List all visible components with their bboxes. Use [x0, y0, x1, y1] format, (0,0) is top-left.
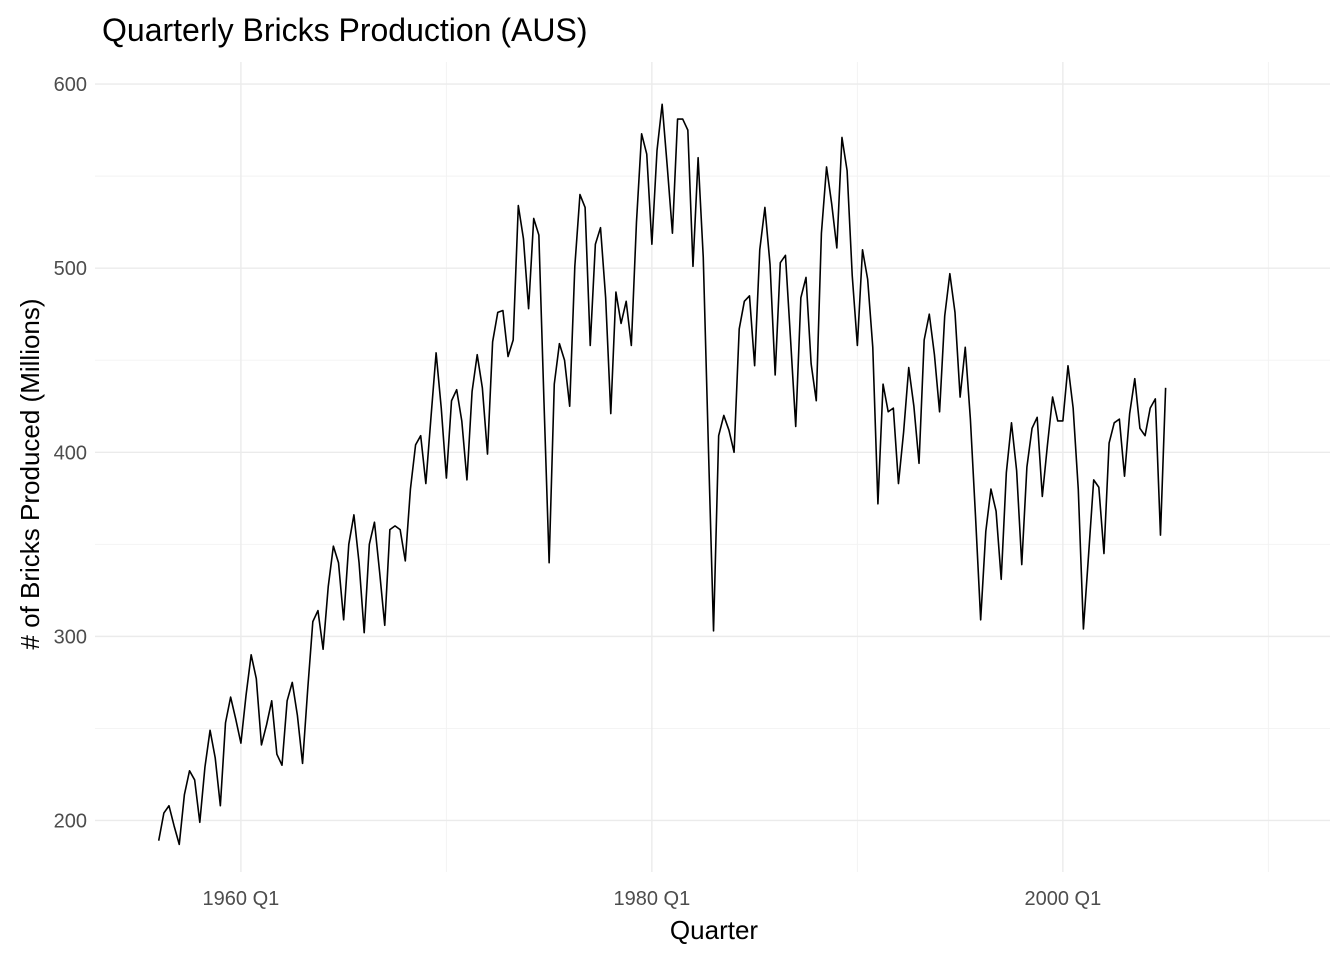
- chart-title: Quarterly Bricks Production (AUS): [102, 12, 587, 48]
- x-tick-label: 1960 Q1: [203, 888, 280, 910]
- y-tick-label: 200: [54, 810, 87, 832]
- series-line: [157, 103, 1167, 846]
- y-axis-title: # of Bricks Produced (Millions): [15, 298, 45, 649]
- x-tick-label: 2000 Q1: [1024, 888, 1101, 910]
- minor-y-gridlines: [95, 175, 1330, 729]
- y-tick-label: 600: [54, 74, 87, 96]
- minor-x-gridlines: [445, 62, 1269, 872]
- x-axis-tick-labels: 1960 Q1 1980 Q1 2000 Q1: [203, 888, 1102, 910]
- y-tick-label: 400: [54, 442, 87, 464]
- x-tick-label: 1980 Q1: [614, 888, 691, 910]
- major-y-gridlines: [95, 83, 1330, 822]
- y-tick-label: 500: [54, 258, 87, 280]
- major-x-gridlines: [240, 62, 1064, 872]
- y-tick-label: 300: [54, 626, 87, 648]
- y-axis-tick-labels: 200 300 400 500 600: [54, 74, 87, 832]
- x-axis-title: Quarter: [670, 915, 758, 945]
